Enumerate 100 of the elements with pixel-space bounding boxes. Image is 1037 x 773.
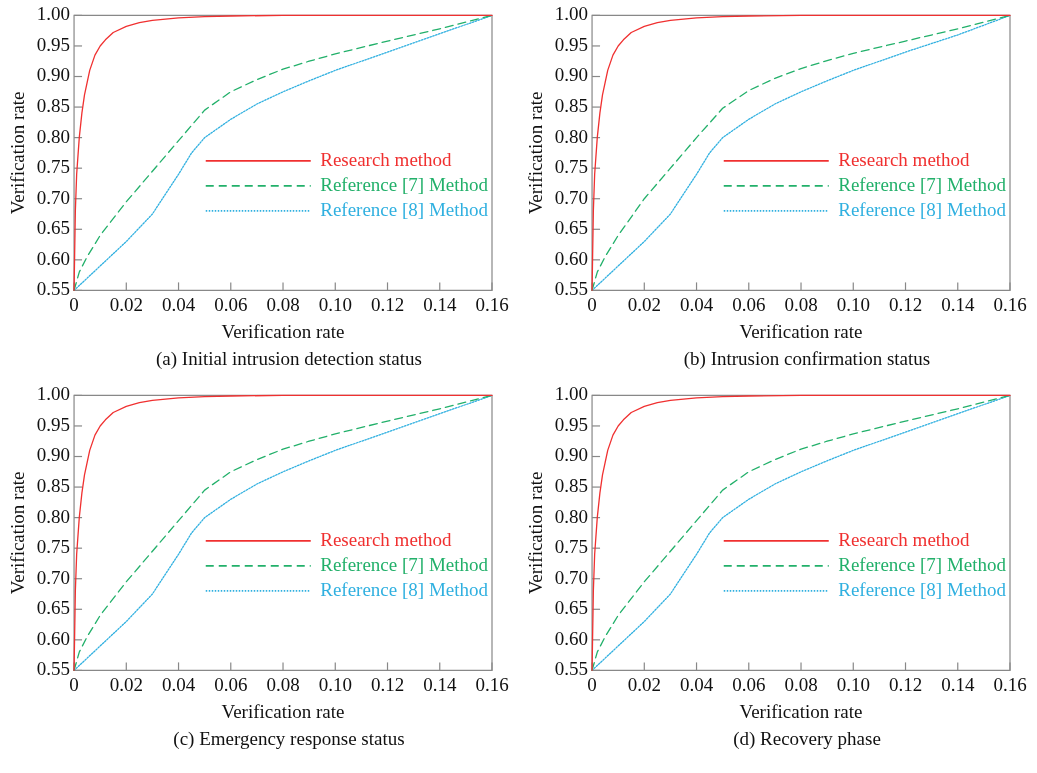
x-tick-label: 0.10 [836,293,870,315]
y-tick-label: 0.65 [36,597,71,619]
y-tick-label: 0.70 [554,186,589,208]
x-tick-label: 0 [587,293,597,315]
x-tick-label: 0.08 [266,673,300,695]
x-tick-label: 0.10 [318,673,352,695]
x-tick-label: 0.16 [475,673,509,695]
x-tick-label: 0.02 [109,673,143,695]
text: Reference [7] Method [838,553,1007,575]
y-tick-label: 0.80 [36,125,71,147]
x-tick-label: 0.12 [370,293,405,315]
y-tick-label: 0.80 [554,505,589,527]
y-tick-label: 0.70 [36,186,71,208]
x-tick-label: 0.06 [214,293,248,315]
x-tick-label: 0.14 [941,673,975,695]
y-axis-title: Verification rate [525,471,547,595]
x-tick-label: 0.06 [732,673,766,695]
y-axis-title: Verification rate [525,91,547,215]
y-tick-label: 0.95 [554,33,589,55]
x-tick-label: 0.08 [784,673,818,695]
x-tick-label: 0.16 [993,673,1027,695]
x-tick-label: 0.14 [423,293,457,315]
y-tick-label: 0.90 [36,64,71,86]
x-tick-label: 0.12 [888,293,923,315]
y-tick-label: 0.90 [36,444,71,466]
x-tick-label: 0.02 [627,293,661,315]
x-tick-label: 0.12 [888,673,923,695]
y-tick-label: 0.75 [554,156,589,178]
x-tick-label: 0 [69,293,79,315]
y-tick-label: 0.90 [554,64,589,86]
y-tick-label: 0.95 [36,413,71,435]
x-tick-label: 0.02 [109,293,143,315]
y-tick-label: 0.65 [554,597,589,619]
y-tick-label: 0.85 [554,475,589,497]
x-tick-label: 0.08 [784,293,818,315]
y-tick-label: 0.75 [36,536,71,558]
x-axis-title: Verification rate [739,320,863,342]
y-tick-label: 0.60 [36,627,71,649]
x-axis-title: Verification rate [739,700,863,722]
x-tick-label: 0 [587,673,597,695]
x-tick-label: 0.12 [370,673,405,695]
x-axis-title: Verification rate [221,700,345,722]
x-tick-label: 0.16 [993,293,1027,315]
y-axis-title: Verification rate [7,471,29,595]
y-tick-label: 0.65 [554,217,589,239]
y-tick-label: 0.85 [36,95,71,117]
x-tick-label: 0.08 [266,293,300,315]
text: Reference [7] Method [320,553,489,575]
y-tick-label: 1.00 [36,3,71,25]
x-tick-label: 0.16 [475,293,509,315]
y-tick-label: 1.00 [554,3,589,25]
y-tick-label: 0.80 [554,125,589,147]
text: Reference [7] Method [320,173,489,195]
x-tick-label: 0.04 [679,293,714,315]
y-tick-label: 0.85 [36,475,71,497]
x-tick-label: 0.10 [318,293,352,315]
y-tick-label: 0.60 [36,247,71,269]
x-tick-label: 0.06 [732,293,766,315]
x-tick-label: 0.02 [627,673,661,695]
x-tick-label: 0.04 [161,293,196,315]
y-tick-label: 0.95 [554,413,589,435]
y-tick-label: 0.55 [554,278,589,300]
y-tick-label: 0.70 [36,566,71,588]
text: Research method [838,528,971,550]
text: (b) Intrusion confirmation status [682,348,932,370]
y-axis-title: Verification rate [7,91,29,215]
y-tick-label: 0.90 [554,444,589,466]
text: Research method [838,148,971,170]
y-tick-label: 0.60 [554,247,589,269]
x-tick-label: 0.06 [214,673,248,695]
text: (a) Initial intrusion detection status [155,348,423,370]
y-tick-label: 0.55 [554,658,589,680]
y-tick-label: 0.55 [36,658,71,680]
y-tick-label: 0.75 [554,536,589,558]
text: Reference [8] Method [320,578,489,600]
y-tick-label: 0.95 [36,33,71,55]
x-tick-label: 0.04 [679,673,714,695]
y-tick-label: 1.00 [554,383,589,405]
text: Reference [8] Method [320,198,489,220]
x-tick-label: 0 [69,673,79,695]
y-tick-label: 0.70 [554,566,589,588]
x-tick-label: 0.10 [836,673,870,695]
text: Reference [7] Method [838,173,1007,195]
y-tick-label: 0.55 [36,278,71,300]
y-tick-label: 0.65 [36,217,71,239]
text: Research method [320,148,453,170]
text: (c) Emergency response status [172,728,406,750]
x-axis-title: Verification rate [221,320,345,342]
y-tick-label: 1.00 [36,383,71,405]
text: Research method [320,528,453,550]
x-tick-label: 0.14 [423,673,457,695]
x-tick-label: 0.04 [161,673,196,695]
y-tick-label: 0.80 [36,505,71,527]
text: Reference [8] Method [838,198,1007,220]
y-tick-label: 0.75 [36,156,71,178]
text: Reference [8] Method [838,578,1007,600]
y-tick-label: 0.85 [554,95,589,117]
x-tick-label: 0.14 [941,293,975,315]
y-tick-label: 0.60 [554,627,589,649]
text: (d) Recovery phase [732,728,882,750]
